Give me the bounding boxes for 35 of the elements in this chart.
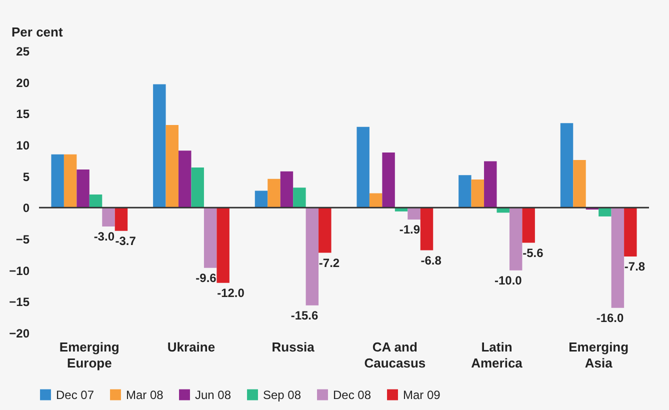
data-label: -9.6 (196, 270, 217, 285)
x-tick-label: Russia (272, 340, 316, 354)
y-tick-label: 15 (16, 107, 30, 122)
y-tick-label: −15 (9, 295, 30, 310)
y-tick-label: −20 (9, 326, 30, 340)
y-tick-label: −10 (9, 264, 30, 278)
legend-label: Jun 08 (195, 388, 232, 402)
y-tick-label: 10 (16, 138, 30, 152)
x-tick-label: Emerging Europe (59, 340, 120, 370)
data-label: -3.0 (94, 229, 115, 244)
y-tick-label: 0 (22, 201, 30, 216)
legend-label: Mar 09 (403, 388, 441, 402)
data-label: -12.0 (217, 286, 245, 300)
x-tick-label: CA and Caucasus (364, 340, 426, 370)
data-label: -16.0 (596, 310, 624, 325)
y-tick-label: 25 (16, 44, 30, 58)
data-label: -1.9 (399, 222, 420, 237)
data-label: -6.8 (420, 253, 442, 268)
x-tick-label: Ukraine (167, 340, 216, 354)
y-tick-label: 5 (22, 170, 30, 184)
data-label: -7.8 (624, 260, 646, 274)
y-axis-title: Per cent (12, 24, 64, 40)
y-tick-label: 20 (16, 76, 30, 90)
legend-label: Mar 08 (126, 388, 164, 402)
data-label: -10.0 (494, 273, 522, 288)
x-tick-label: Emerging Asia (568, 340, 629, 370)
data-label: -5.6 (522, 246, 544, 260)
data-label: -7.2 (318, 256, 340, 270)
data-label: -15.6 (290, 308, 318, 322)
legend-label: Dec 07 (56, 388, 94, 402)
y-tick-label: −5 (16, 232, 30, 246)
legend-label: Dec 08 (333, 388, 372, 402)
data-label: -3.7 (115, 234, 136, 248)
x-tick-label: Latin America (471, 340, 524, 370)
legend-label: Sep 08 (263, 388, 302, 402)
